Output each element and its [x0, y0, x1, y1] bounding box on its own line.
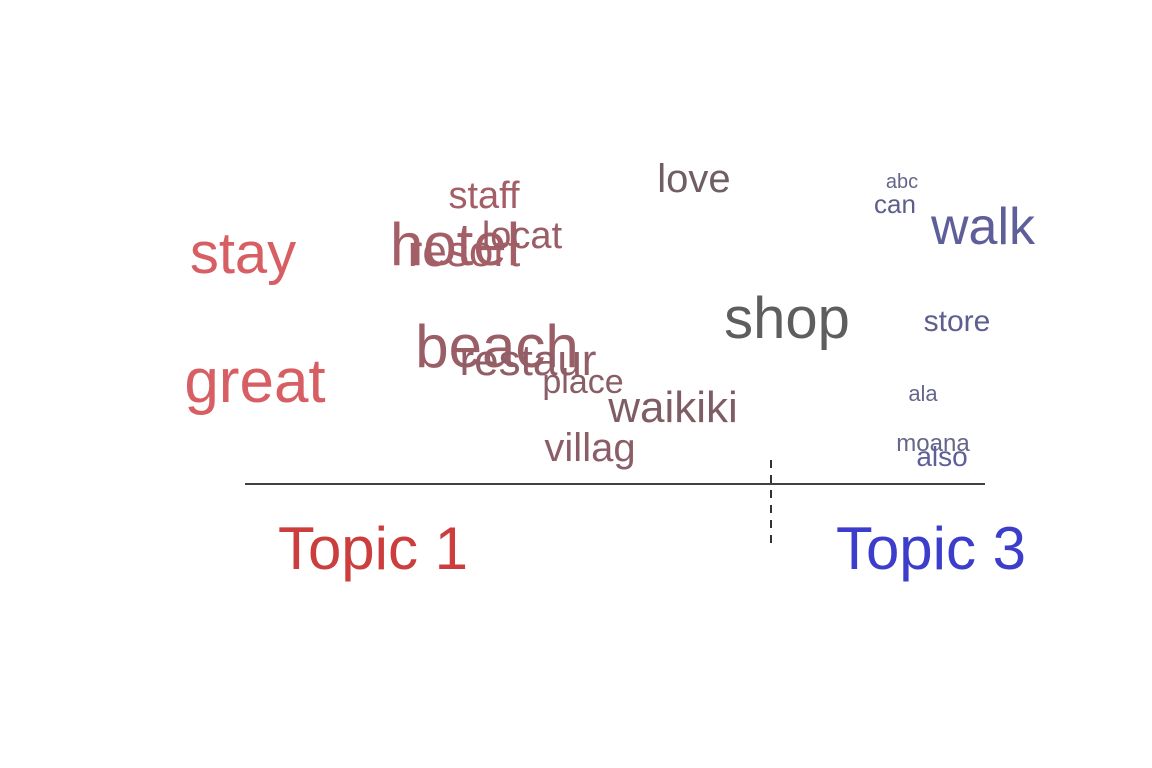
- word-label-moana: moana: [896, 430, 970, 457]
- word-label-stay: stay: [190, 221, 296, 286]
- word-label-staff: staff: [448, 175, 520, 217]
- topics-layer: Topic 1 Topic 3: [278, 515, 1026, 582]
- word-label-can: can: [874, 189, 916, 219]
- word-label-waikiki: waikiki: [607, 383, 738, 432]
- word-label-villag: villag: [544, 426, 635, 470]
- word-label-beach: beach: [415, 313, 578, 380]
- word-label-locat: locat: [482, 215, 563, 257]
- word-label-great: great: [184, 347, 325, 416]
- word-label-store: store: [924, 305, 991, 338]
- word-label-hotel: hotel: [390, 211, 520, 278]
- word-label-restaur: restaur: [460, 336, 597, 385]
- word-label-also: also: [916, 441, 967, 472]
- word-label-resort: resort: [408, 227, 520, 276]
- topic-label-2: Topic 3: [836, 515, 1026, 582]
- word-label-abc: abc: [886, 171, 918, 193]
- word-label-walk: walk: [930, 198, 1036, 256]
- word-label-love: love: [657, 157, 730, 201]
- word-label-ala: ala: [908, 381, 938, 406]
- word-label-shop: shop: [724, 286, 850, 351]
- word-label-place: place: [542, 363, 623, 401]
- topic-label-1: Topic 1: [278, 515, 468, 582]
